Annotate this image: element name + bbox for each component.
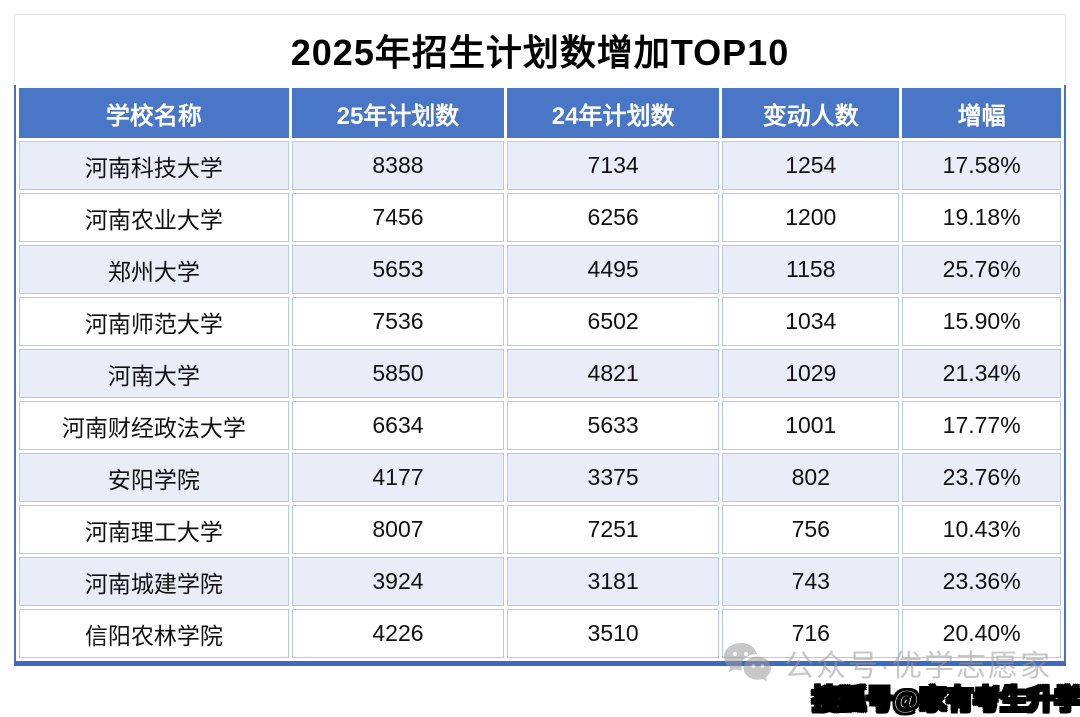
cell-school: 郑州大学 bbox=[19, 245, 289, 294]
cell-growth: 19.18% bbox=[902, 193, 1061, 242]
cell-school: 河南财经政法大学 bbox=[19, 401, 289, 450]
cell-plan25: 3924 bbox=[291, 557, 505, 606]
cell-change: 1200 bbox=[722, 193, 900, 242]
cell-plan24: 5633 bbox=[507, 401, 720, 450]
cell-plan24: 6256 bbox=[507, 193, 720, 242]
cell-change: 1254 bbox=[722, 141, 900, 190]
table-container: 学校名称 25年计划数 24年计划数 变动人数 增幅 河南科技大学 8388 7… bbox=[14, 85, 1066, 666]
cell-plan25: 6634 bbox=[291, 401, 505, 450]
cell-change: 1158 bbox=[722, 245, 900, 294]
table-row: 河南理工大学 8007 7251 756 10.43% bbox=[19, 505, 1061, 554]
col-header-plan25: 25年计划数 bbox=[291, 88, 505, 138]
cell-school: 信阳农林学院 bbox=[19, 609, 289, 658]
col-header-plan24: 24年计划数 bbox=[507, 88, 720, 138]
cell-plan24: 6502 bbox=[507, 297, 720, 346]
sohu-watermark: 搜狐号@家有考生升学帮 bbox=[811, 684, 1080, 716]
cell-growth: 17.77% bbox=[902, 401, 1061, 450]
col-header-change: 变动人数 bbox=[722, 88, 900, 138]
table-row: 河南师范大学 7536 6502 1034 15.90% bbox=[19, 297, 1061, 346]
table-row: 河南农业大学 7456 6256 1200 19.18% bbox=[19, 193, 1061, 242]
cell-change: 802 bbox=[722, 453, 900, 502]
cell-change: 756 bbox=[722, 505, 900, 554]
cell-school: 河南理工大学 bbox=[19, 505, 289, 554]
table-row: 河南科技大学 8388 7134 1254 17.58% bbox=[19, 141, 1061, 190]
header-row: 学校名称 25年计划数 24年计划数 变动人数 增幅 bbox=[19, 88, 1061, 138]
table-row: 河南城建学院 3924 3181 743 23.36% bbox=[19, 557, 1061, 606]
cell-plan24: 3375 bbox=[507, 453, 720, 502]
cell-plan25: 7456 bbox=[291, 193, 505, 242]
cell-change: 1001 bbox=[722, 401, 900, 450]
cell-plan25: 8388 bbox=[291, 141, 505, 190]
cell-school: 河南大学 bbox=[19, 349, 289, 398]
top10-table: 学校名称 25年计划数 24年计划数 变动人数 增幅 河南科技大学 8388 7… bbox=[16, 85, 1064, 661]
cell-change: 1029 bbox=[722, 349, 900, 398]
cell-plan25: 4226 bbox=[291, 609, 505, 658]
cell-plan25: 8007 bbox=[291, 505, 505, 554]
cell-change: 1034 bbox=[722, 297, 900, 346]
cell-growth: 10.43% bbox=[902, 505, 1061, 554]
page-title: 2025年招生计划数增加TOP10 bbox=[290, 32, 790, 73]
cell-growth: 23.76% bbox=[902, 453, 1061, 502]
cell-school: 河南科技大学 bbox=[19, 141, 289, 190]
cell-growth: 25.76% bbox=[902, 245, 1061, 294]
table-row: 郑州大学 5653 4495 1158 25.76% bbox=[19, 245, 1061, 294]
table-row: 河南大学 5850 4821 1029 21.34% bbox=[19, 349, 1061, 398]
cell-growth: 20.40% bbox=[902, 609, 1061, 658]
cell-growth: 15.90% bbox=[902, 297, 1061, 346]
cell-growth: 21.34% bbox=[902, 349, 1061, 398]
cell-plan24: 7251 bbox=[507, 505, 720, 554]
title-bar: 2025年招生计划数增加TOP10 bbox=[14, 14, 1066, 85]
cell-plan25: 5850 bbox=[291, 349, 505, 398]
cell-change: 743 bbox=[722, 557, 900, 606]
cell-change: 716 bbox=[722, 609, 900, 658]
cell-plan25: 7536 bbox=[291, 297, 505, 346]
cell-plan24: 3510 bbox=[507, 609, 720, 658]
cell-school: 河南农业大学 bbox=[19, 193, 289, 242]
cell-plan24: 4495 bbox=[507, 245, 720, 294]
cell-growth: 23.36% bbox=[902, 557, 1061, 606]
cell-school: 河南城建学院 bbox=[19, 557, 289, 606]
table-row: 信阳农林学院 4226 3510 716 20.40% bbox=[19, 609, 1061, 658]
col-header-school: 学校名称 bbox=[19, 88, 289, 138]
cell-plan25: 4177 bbox=[291, 453, 505, 502]
col-header-growth: 增幅 bbox=[902, 88, 1061, 138]
table-row: 安阳学院 4177 3375 802 23.76% bbox=[19, 453, 1061, 502]
cell-plan25: 5653 bbox=[291, 245, 505, 294]
cell-plan24: 3181 bbox=[507, 557, 720, 606]
cell-plan24: 7134 bbox=[507, 141, 720, 190]
table-row: 河南财经政法大学 6634 5633 1001 17.77% bbox=[19, 401, 1061, 450]
cell-plan24: 4821 bbox=[507, 349, 720, 398]
cell-school: 安阳学院 bbox=[19, 453, 289, 502]
cell-growth: 17.58% bbox=[902, 141, 1061, 190]
cell-school: 河南师范大学 bbox=[19, 297, 289, 346]
top10-sheet: 2025年招生计划数增加TOP10 学校名称 25年计划数 24年计划数 变动人… bbox=[14, 14, 1066, 666]
